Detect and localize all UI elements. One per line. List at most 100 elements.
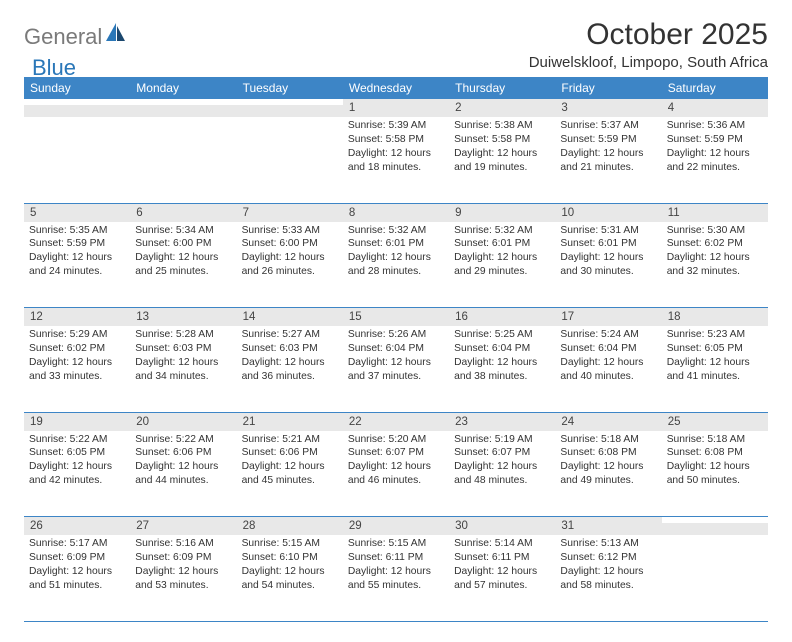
day-number-cell: 26 [24, 517, 130, 536]
day-cell-body: Sunrise: 5:39 AMSunset: 5:58 PMDaylight:… [343, 117, 449, 179]
day-number-cell: 6 [130, 203, 236, 222]
day-header: Thursday [449, 77, 555, 99]
day-detail-line: Daylight: 12 hours and 29 minutes. [454, 251, 550, 279]
day-number: 19 [24, 413, 130, 431]
day-cell: Sunrise: 5:16 AMSunset: 6:09 PMDaylight:… [130, 535, 236, 621]
day-cell-body: Sunrise: 5:32 AMSunset: 6:01 PMDaylight:… [343, 222, 449, 284]
week-daynum-row: 1234 [24, 99, 768, 117]
day-cell: Sunrise: 5:15 AMSunset: 6:11 PMDaylight:… [343, 535, 449, 621]
week-row: Sunrise: 5:17 AMSunset: 6:09 PMDaylight:… [24, 535, 768, 621]
day-detail-line: Sunset: 6:08 PM [560, 446, 656, 460]
day-cell-body: Sunrise: 5:15 AMSunset: 6:10 PMDaylight:… [237, 535, 343, 597]
day-cell-body: Sunrise: 5:17 AMSunset: 6:09 PMDaylight:… [24, 535, 130, 597]
day-cell: Sunrise: 5:29 AMSunset: 6:02 PMDaylight:… [24, 326, 130, 412]
day-number-cell: 25 [662, 412, 768, 431]
day-detail-line: Sunrise: 5:20 AM [348, 433, 444, 447]
day-cell [24, 117, 130, 203]
day-detail-line: Daylight: 12 hours and 53 minutes. [135, 565, 231, 593]
day-cell: Sunrise: 5:28 AMSunset: 6:03 PMDaylight:… [130, 326, 236, 412]
day-detail-line: Daylight: 12 hours and 42 minutes. [29, 460, 125, 488]
day-number-cell: 15 [343, 308, 449, 327]
day-detail-line: Sunrise: 5:16 AM [135, 537, 231, 551]
brand-text-1: General [24, 24, 102, 50]
day-detail-line: Sunset: 6:06 PM [242, 446, 338, 460]
day-detail-line: Sunset: 6:08 PM [667, 446, 763, 460]
day-number-cell [662, 517, 768, 536]
day-cell: Sunrise: 5:36 AMSunset: 5:59 PMDaylight:… [662, 117, 768, 203]
day-cell-body: Sunrise: 5:18 AMSunset: 6:08 PMDaylight:… [662, 431, 768, 493]
day-number-cell: 28 [237, 517, 343, 536]
day-detail-line: Sunrise: 5:38 AM [454, 119, 550, 133]
day-number-cell: 2 [449, 99, 555, 117]
day-cell: Sunrise: 5:39 AMSunset: 5:58 PMDaylight:… [343, 117, 449, 203]
day-cell-body: Sunrise: 5:25 AMSunset: 6:04 PMDaylight:… [449, 326, 555, 388]
day-number-cell: 7 [237, 203, 343, 222]
day-detail-line: Daylight: 12 hours and 41 minutes. [667, 356, 763, 384]
day-detail-line: Sunset: 5:59 PM [667, 133, 763, 147]
day-cell [130, 117, 236, 203]
day-cell-body: Sunrise: 5:28 AMSunset: 6:03 PMDaylight:… [130, 326, 236, 388]
day-detail-line: Daylight: 12 hours and 21 minutes. [560, 147, 656, 175]
day-detail-line: Sunrise: 5:22 AM [29, 433, 125, 447]
day-detail-line: Sunrise: 5:24 AM [560, 328, 656, 342]
day-number-cell [24, 99, 130, 117]
day-detail-line: Sunrise: 5:29 AM [29, 328, 125, 342]
day-cell: Sunrise: 5:22 AMSunset: 6:05 PMDaylight:… [24, 431, 130, 517]
day-number-cell: 11 [662, 203, 768, 222]
day-number [662, 517, 768, 523]
day-cell: Sunrise: 5:38 AMSunset: 5:58 PMDaylight:… [449, 117, 555, 203]
day-number-cell: 27 [130, 517, 236, 536]
day-detail-line: Sunrise: 5:15 AM [348, 537, 444, 551]
day-number: 18 [662, 308, 768, 326]
day-cell-body: Sunrise: 5:18 AMSunset: 6:08 PMDaylight:… [555, 431, 661, 493]
day-cell-body: Sunrise: 5:22 AMSunset: 6:06 PMDaylight:… [130, 431, 236, 493]
day-cell: Sunrise: 5:25 AMSunset: 6:04 PMDaylight:… [449, 326, 555, 412]
day-detail-line: Daylight: 12 hours and 44 minutes. [135, 460, 231, 488]
day-detail-line: Sunset: 6:03 PM [242, 342, 338, 356]
day-detail-line: Daylight: 12 hours and 30 minutes. [560, 251, 656, 279]
day-number: 20 [130, 413, 236, 431]
day-number: 28 [237, 517, 343, 535]
day-detail-line: Sunrise: 5:14 AM [454, 537, 550, 551]
day-detail-line: Sunset: 6:12 PM [560, 551, 656, 565]
day-detail-line: Daylight: 12 hours and 19 minutes. [454, 147, 550, 175]
day-number-cell [237, 99, 343, 117]
day-detail-line: Daylight: 12 hours and 37 minutes. [348, 356, 444, 384]
day-detail-line: Sunrise: 5:28 AM [135, 328, 231, 342]
day-cell-body: Sunrise: 5:24 AMSunset: 6:04 PMDaylight:… [555, 326, 661, 388]
day-number-cell: 13 [130, 308, 236, 327]
day-detail-line: Sunset: 6:00 PM [242, 237, 338, 251]
day-detail-line: Sunset: 6:07 PM [454, 446, 550, 460]
day-number-cell: 16 [449, 308, 555, 327]
day-number [130, 99, 236, 105]
week-row: Sunrise: 5:39 AMSunset: 5:58 PMDaylight:… [24, 117, 768, 203]
day-cell-body [24, 117, 130, 123]
day-number: 6 [130, 204, 236, 222]
day-detail-line: Sunset: 6:09 PM [29, 551, 125, 565]
day-header: Monday [130, 77, 236, 99]
day-cell: Sunrise: 5:37 AMSunset: 5:59 PMDaylight:… [555, 117, 661, 203]
day-header: Friday [555, 77, 661, 99]
week-row: Sunrise: 5:22 AMSunset: 6:05 PMDaylight:… [24, 431, 768, 517]
day-number-cell: 10 [555, 203, 661, 222]
day-detail-line: Sunset: 6:07 PM [348, 446, 444, 460]
day-detail-line: Daylight: 12 hours and 25 minutes. [135, 251, 231, 279]
day-cell-body: Sunrise: 5:27 AMSunset: 6:03 PMDaylight:… [237, 326, 343, 388]
week-daynum-row: 262728293031 [24, 517, 768, 536]
day-detail-line: Sunset: 6:05 PM [667, 342, 763, 356]
brand-logo: General [24, 24, 128, 50]
day-cell-body: Sunrise: 5:36 AMSunset: 5:59 PMDaylight:… [662, 117, 768, 179]
day-detail-line: Daylight: 12 hours and 32 minutes. [667, 251, 763, 279]
day-cell-body: Sunrise: 5:37 AMSunset: 5:59 PMDaylight:… [555, 117, 661, 179]
day-detail-line: Daylight: 12 hours and 54 minutes. [242, 565, 338, 593]
week-daynum-row: 567891011 [24, 203, 768, 222]
day-number: 16 [449, 308, 555, 326]
day-number-cell: 21 [237, 412, 343, 431]
day-number: 22 [343, 413, 449, 431]
day-number: 21 [237, 413, 343, 431]
day-cell: Sunrise: 5:27 AMSunset: 6:03 PMDaylight:… [237, 326, 343, 412]
day-number: 10 [555, 204, 661, 222]
day-number-cell: 19 [24, 412, 130, 431]
day-number: 5 [24, 204, 130, 222]
day-detail-line: Daylight: 12 hours and 36 minutes. [242, 356, 338, 384]
